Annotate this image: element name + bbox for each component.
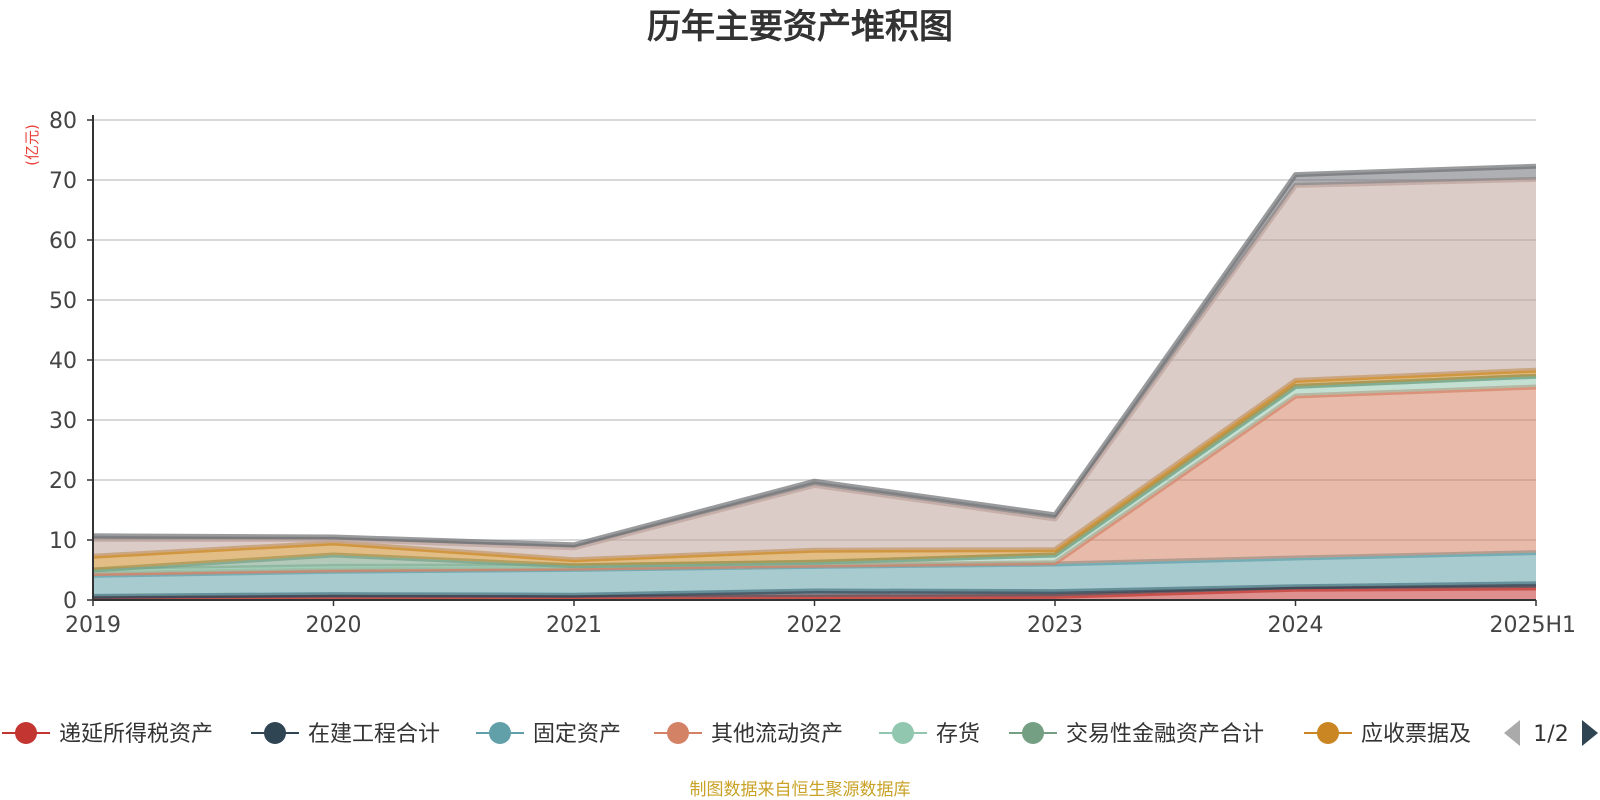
x-tick-label: 2025H1 [1489,613,1576,638]
legend-marker-icon [489,722,511,744]
legend-item[interactable]: 在建工程合计 [251,722,440,747]
area-series-2 [93,552,1536,597]
legend-pager: 1/2 [1504,720,1598,747]
x-tick-label: 2021 [546,613,602,638]
area-series-7 [93,179,1536,560]
legend-item[interactable]: 其他流动资产 [654,722,843,747]
y-tick-label: 60 [49,229,77,254]
legend-marker-icon [264,722,286,744]
legend-label: 存货 [936,722,980,747]
y-tick-label: 10 [49,529,77,554]
legend-marker-icon [15,722,37,744]
chart-title: 历年主要资产堆积图 [647,7,953,47]
y-axis-unit: (亿元) [23,124,41,166]
legend-item[interactable]: 应收票据及 [1304,722,1471,747]
y-tick-label: 20 [49,469,77,494]
x-tick-label: 2022 [787,613,843,638]
legend-item[interactable]: 递延所得税资产 [2,722,213,747]
legend-label: 递延所得税资产 [59,722,213,747]
x-tick-label: 2024 [1268,613,1324,638]
area-series-3 [93,387,1536,576]
legend-label: 在建工程合计 [308,722,440,747]
legend-label: 应收票据及 [1361,722,1471,747]
x-tick-label: 2020 [306,613,362,638]
axes: 0 10 20 30 40 50 60 70 80 2019 2020 2021 2022 2023 202… [49,109,1576,638]
legend-prev-arrow-icon[interactable] [1504,720,1520,746]
line-series-8 [92,163,1537,548]
data-source-note: 制图数据来自恒生聚源数据库 [690,780,911,800]
y-tick-label: 0 [63,589,77,614]
legend-marker-icon [892,722,914,744]
legend-next-arrow-icon[interactable] [1582,720,1598,746]
y-tick-label: 50 [49,289,77,314]
legend-label: 交易性金融资产合计 [1066,722,1264,747]
legend: 递延所得税资产 在建工程合计 固定资产 其他流动资产 存货 交易性金融资产合计 应收票据及 [2,722,1471,747]
legend-item[interactable]: 存货 [879,722,980,747]
legend-item[interactable]: 固定资产 [476,722,621,747]
y-tick-label: 40 [49,349,77,374]
y-tick-label: 30 [49,409,77,434]
y-tick-label: 80 [49,109,77,134]
area-series [92,163,1537,601]
legend-page-indicator: 1/2 [1533,722,1568,747]
legend-label: 其他流动资产 [711,722,843,747]
grid-lines [93,119,1536,541]
legend-marker-icon [1317,722,1339,744]
y-tick-label: 70 [49,169,77,194]
x-tick-label: 2023 [1027,613,1083,638]
x-tick-label: 2019 [65,613,121,638]
legend-label: 固定资产 [533,722,621,747]
legend-item[interactable]: 交易性金融资产合计 [1009,722,1264,747]
legend-marker-icon [1022,722,1044,744]
area-series-0 [93,588,1536,600]
legend-marker-icon [667,722,689,744]
